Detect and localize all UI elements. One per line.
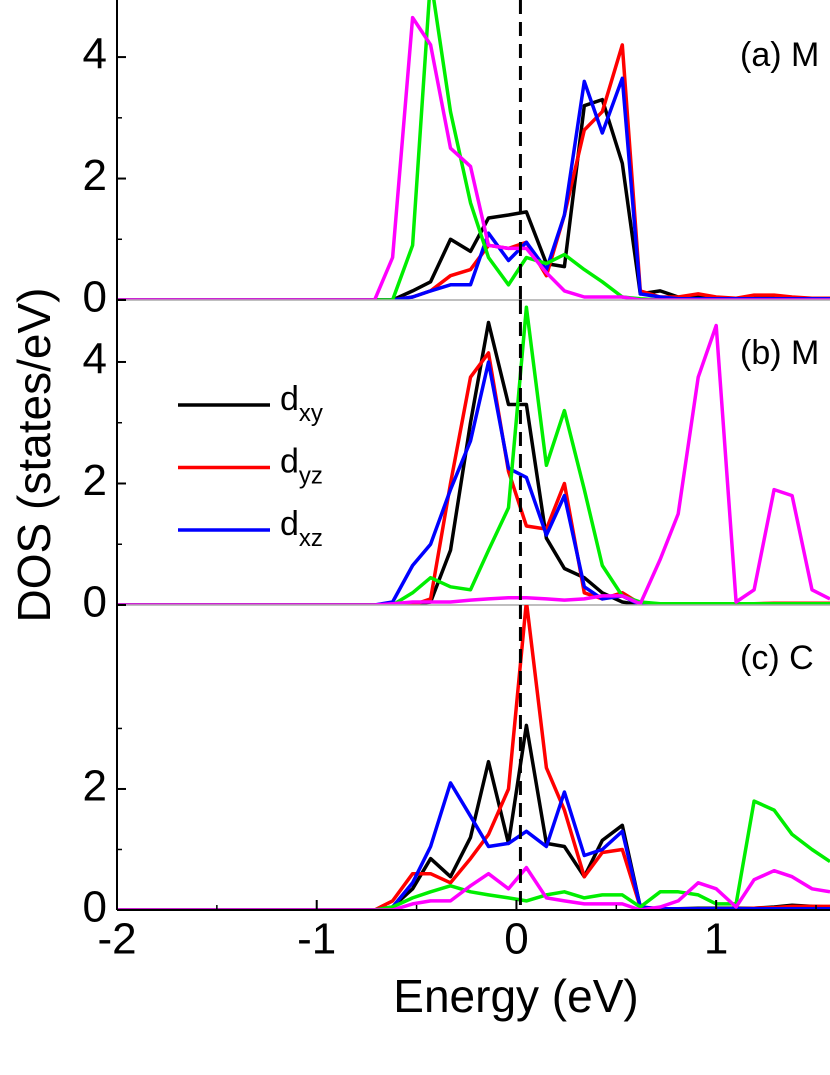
series-line xyxy=(117,605,830,910)
series-line xyxy=(117,97,830,300)
y-tick-label: 4 xyxy=(83,335,107,384)
y-tick-label: 2 xyxy=(83,762,107,811)
x-tick-label: -1 xyxy=(297,915,336,964)
series-line xyxy=(117,360,830,605)
legend-subscript: xz xyxy=(299,525,323,552)
x-tick-label: 0 xyxy=(504,915,528,964)
series-line xyxy=(117,323,830,605)
series-line xyxy=(117,781,830,910)
panel-label: (b) M xyxy=(740,334,819,372)
legend-label: dyz xyxy=(280,442,323,489)
legend-label: dxy xyxy=(280,380,323,427)
series-line xyxy=(117,351,830,605)
y-tick-label: 0 xyxy=(83,883,107,932)
series-line xyxy=(117,799,830,910)
legend-subscript: xy xyxy=(299,400,323,427)
y-tick-label: 2 xyxy=(83,456,107,505)
x-axis-label: Energy (eV) xyxy=(393,970,638,1022)
series-line xyxy=(117,305,830,605)
x-tick-label: 1 xyxy=(704,915,728,964)
legend-label: dxz xyxy=(280,505,323,552)
y-tick-label: 0 xyxy=(83,273,107,322)
series-line xyxy=(117,865,830,910)
legend-name: d xyxy=(280,505,299,543)
plot-area xyxy=(117,0,830,300)
legend-name: d xyxy=(280,380,299,418)
y-tick-label: 2 xyxy=(83,151,107,200)
legend-subscript: yz xyxy=(299,463,323,490)
y-axis-label: DOS (states/eV) xyxy=(8,288,60,623)
series-line xyxy=(117,320,830,605)
plot-area xyxy=(117,305,830,605)
legend-name: d xyxy=(280,442,299,480)
y-tick-label: 4 xyxy=(83,30,107,79)
y-tick-label: 0 xyxy=(83,578,107,627)
series-line xyxy=(117,0,830,300)
panel-label: (a) M xyxy=(740,36,819,74)
panel-label: (c) C xyxy=(740,639,814,677)
series-line xyxy=(117,15,830,300)
plot-area xyxy=(117,605,830,910)
x-tick-label: -2 xyxy=(97,915,136,964)
